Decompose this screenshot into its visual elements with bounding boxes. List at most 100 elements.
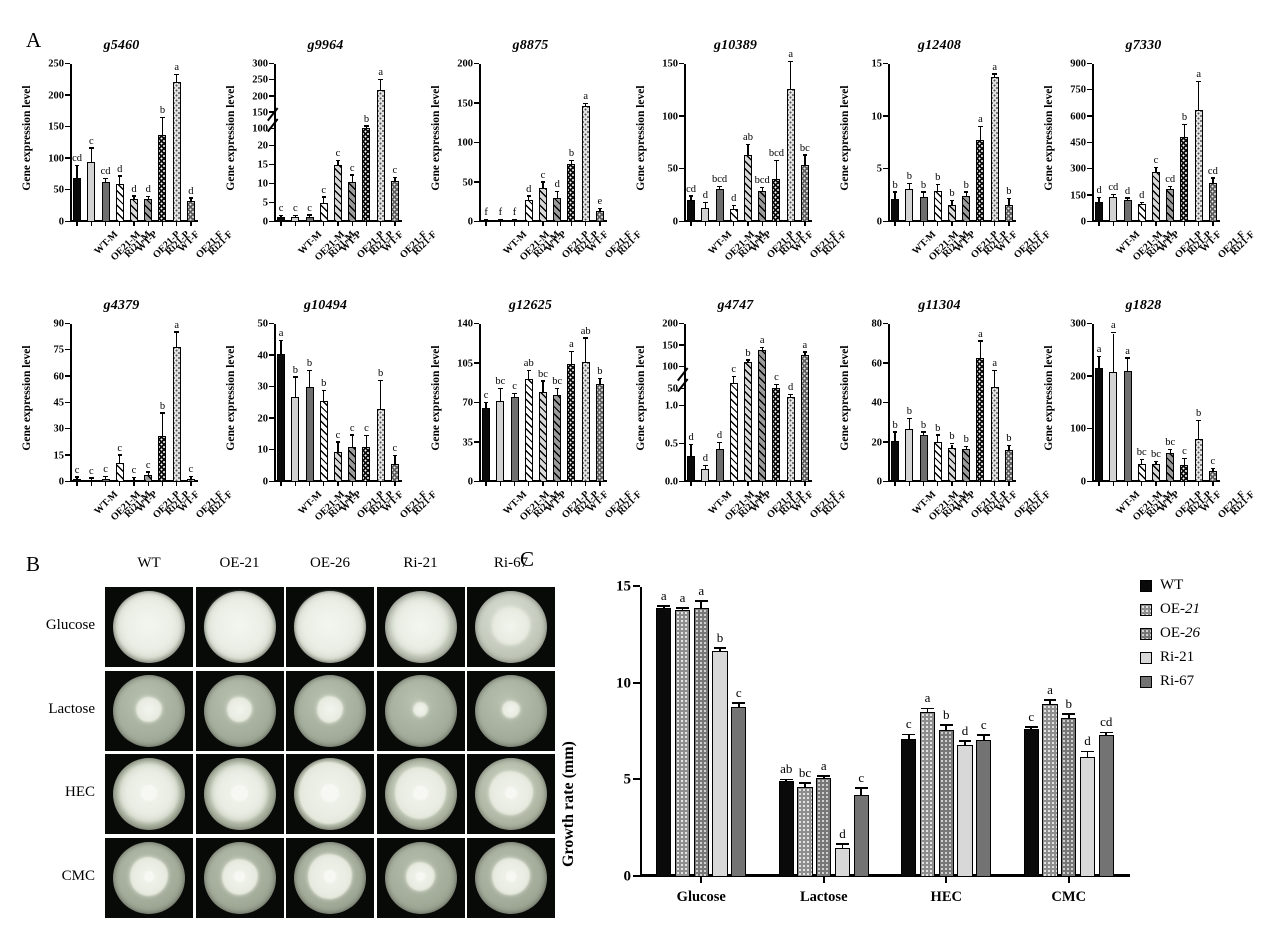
error-bar-cap <box>554 388 560 390</box>
y-tick-label: 75 <box>53 344 65 356</box>
bar-Ri21-P <box>553 197 562 222</box>
x-tick <box>337 222 339 226</box>
error-bar <box>804 784 806 788</box>
significance-letter: a <box>978 328 983 340</box>
error-bar-cap <box>949 443 955 445</box>
y-tick <box>883 441 888 443</box>
y-tick <box>679 220 684 222</box>
x-tick <box>1155 482 1157 486</box>
bar-OE21-F <box>1194 110 1203 222</box>
plate-photo-Lactose-WT <box>105 670 193 751</box>
error-bar <box>542 381 544 392</box>
y-tick <box>883 401 888 403</box>
bar-WT-F <box>362 446 371 482</box>
y-tick-label: 100 <box>457 137 473 149</box>
bar-WT-P <box>729 382 738 482</box>
bar-OE21-F <box>172 81 181 222</box>
x-tick <box>485 222 487 226</box>
error-bar <box>1126 358 1129 372</box>
error-bar <box>176 75 178 82</box>
significance-letter: b <box>943 706 950 722</box>
gene-chart-g4379: g4379 Gene expression level 0 15 30 45 60 75 90 c… <box>18 278 235 536</box>
significance-letter: d <box>554 178 560 190</box>
error-bar <box>804 155 806 166</box>
significance-letter: b <box>745 347 751 359</box>
legend-swatch <box>1140 579 1152 592</box>
significance-letter: b <box>949 431 955 443</box>
error-bar-cap <box>732 702 746 704</box>
significance-letter: b <box>906 405 912 417</box>
x-tick <box>499 222 502 226</box>
axis-break-marker <box>267 118 283 143</box>
plate-photo-CMC-Ri-67 <box>467 837 555 918</box>
significance-letter: b <box>378 367 384 379</box>
y-tick <box>883 480 888 482</box>
y-tick <box>679 387 684 390</box>
significance-letter: cd <box>100 166 111 178</box>
y-tick <box>65 348 70 351</box>
error-bar <box>1067 715 1070 718</box>
significance-letter: a <box>924 690 931 706</box>
error-bar-cap <box>1111 332 1116 334</box>
error-bar <box>499 389 501 401</box>
bar-WT-P <box>1137 463 1146 482</box>
bar-OE21-P <box>744 362 752 482</box>
bar-WT-P <box>933 191 942 222</box>
colony-core <box>413 785 428 801</box>
x-tick <box>922 482 925 486</box>
x-tick <box>718 222 721 226</box>
bar-WT-P <box>319 400 328 482</box>
y-tick-label: 0 <box>58 216 64 228</box>
significance-letter: a <box>1125 345 1130 357</box>
significance-letter: d <box>716 430 723 442</box>
error-bar <box>704 466 706 470</box>
plate-photo-CMC-OE-21 <box>195 837 284 918</box>
plate-photo-Lactose-Ri-21 <box>376 670 465 751</box>
x-tick <box>761 222 763 226</box>
error-bar-cap <box>74 165 80 167</box>
panel-a-letter: A <box>26 28 42 52</box>
error-bar-cap <box>921 191 926 193</box>
y-tick-label: 35 <box>462 437 474 448</box>
significance-letter: ab <box>743 132 753 144</box>
fungal-colony <box>295 591 365 661</box>
y-tick-label: 80 <box>871 318 883 330</box>
y-tick-label: 140 <box>457 318 473 330</box>
significance-letter: b <box>906 171 912 183</box>
x-tick <box>379 482 382 486</box>
error-bar-cap <box>174 74 179 76</box>
x-tick <box>161 222 164 226</box>
error-bar-cap <box>745 359 751 361</box>
error-bar-cap <box>540 181 546 183</box>
significance-letter: f <box>498 207 503 219</box>
y-tick <box>65 322 70 324</box>
y-axis <box>479 324 481 482</box>
y-tick <box>65 220 70 222</box>
y-tick-label: 100 <box>1070 423 1086 435</box>
plot-area: 0 5 10 15 20 100 150 200 250 300 c WT-M c OE21-M c Ri21… <box>252 59 439 264</box>
y-tick <box>474 441 479 443</box>
x-tick <box>485 482 487 486</box>
error-bar-cap <box>892 191 898 193</box>
petri-dish <box>203 591 276 663</box>
error-bar <box>1212 468 1214 471</box>
error-bar-cap <box>554 190 560 192</box>
error-bar-cap <box>688 195 694 197</box>
y-tick <box>1087 88 1092 91</box>
x-tick <box>937 482 939 486</box>
significance-letter: a <box>174 62 179 74</box>
error-bar-cap <box>103 177 108 180</box>
x-tick <box>119 482 121 486</box>
growth-bar-HEC-OE-21 <box>919 711 936 877</box>
error-bar-cap <box>1182 457 1187 459</box>
y-tick <box>65 375 70 377</box>
error-bar-cap <box>145 196 151 198</box>
error-bar-cap <box>378 79 383 81</box>
error-bar-cap <box>978 125 983 128</box>
significance-letter: c <box>117 442 123 454</box>
x-tick <box>922 222 925 226</box>
x-tick <box>908 482 911 486</box>
y-tick <box>474 401 479 403</box>
error-bar-cap <box>1006 445 1012 447</box>
x-tick <box>951 222 953 226</box>
